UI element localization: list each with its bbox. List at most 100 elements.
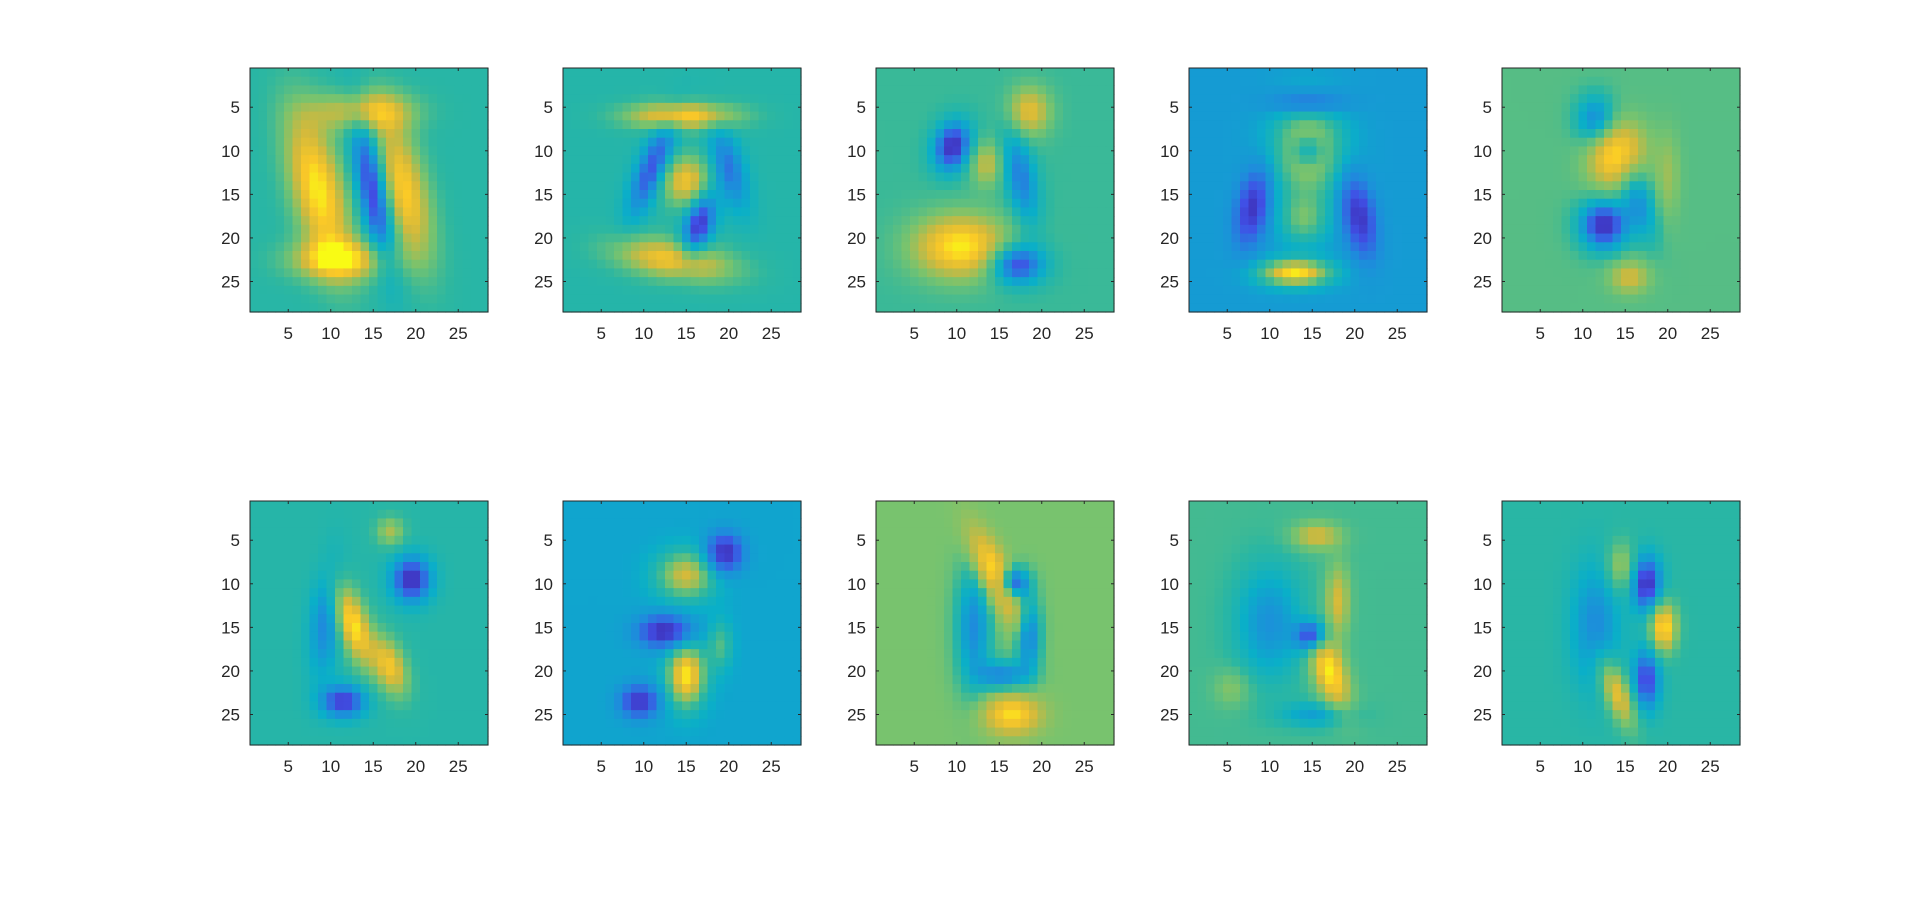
- heatmap-cell: [1265, 259, 1275, 270]
- heatmap-cell: [1510, 242, 1520, 252]
- heatmap-cell: [1638, 102, 1648, 113]
- heatmap-cell: [462, 163, 472, 174]
- heatmap-cell: [876, 294, 886, 304]
- heatmap-cell: [1231, 216, 1241, 226]
- heatmap-cell: [1003, 120, 1013, 130]
- heatmap-cell: [445, 570, 455, 581]
- heatmap-cell: [961, 155, 971, 165]
- heatmap-cell: [403, 224, 413, 235]
- heatmap-cell: [250, 111, 260, 121]
- heatmap-cell: [284, 85, 294, 95]
- heatmap-cell: [1376, 224, 1386, 235]
- heatmap-cell: [471, 684, 481, 694]
- heatmap-cell: [927, 137, 937, 148]
- heatmap-cell: [1629, 68, 1639, 78]
- heatmap-cell: [665, 163, 675, 174]
- heatmap-cell: [479, 527, 489, 537]
- heatmap-cell: [1731, 198, 1741, 209]
- heatmap-cell: [1697, 259, 1707, 270]
- heatmap-cell: [1265, 285, 1275, 296]
- heatmap-cell: [309, 268, 319, 278]
- heatmap-cell: [639, 94, 649, 104]
- heatmap-cell: [445, 285, 455, 296]
- heatmap-cell: [724, 94, 734, 104]
- heatmap-cell: [335, 544, 345, 554]
- heatmap-cell: [1325, 251, 1335, 261]
- heatmap-cell: [1223, 268, 1233, 278]
- heatmap-cell: [656, 259, 666, 270]
- heatmap-cell: [1723, 172, 1733, 182]
- heatmap-cell: [335, 259, 345, 270]
- heatmap-cell: [995, 277, 1005, 287]
- heatmap-cell: [258, 605, 268, 615]
- heatmap-cell: [665, 76, 675, 87]
- heatmap-cell: [326, 614, 336, 624]
- heatmap-cell: [1020, 76, 1030, 87]
- heatmap-cell: [1570, 259, 1580, 270]
- heatmap-cell: [1697, 303, 1707, 313]
- heatmap-cell: [1663, 233, 1673, 243]
- heatmap-cell: [292, 501, 302, 511]
- heatmap-cell: [1629, 233, 1639, 243]
- heatmap-cell: [445, 605, 455, 615]
- heatmap-cell: [335, 579, 345, 589]
- heatmap-cell: [1723, 181, 1733, 191]
- heatmap-cell: [1020, 303, 1030, 313]
- heatmap-cell: [1629, 207, 1639, 217]
- heatmap-cell: [1265, 85, 1275, 95]
- heatmap-cell: [614, 94, 624, 104]
- heatmap-cell: [724, 277, 734, 287]
- heatmap-cell: [1333, 294, 1343, 304]
- heatmap-cell: [411, 207, 421, 217]
- heatmap-cell: [1401, 259, 1411, 270]
- heatmap-cell: [335, 68, 345, 78]
- heatmap-cell: [682, 190, 692, 200]
- heatmap-cell: [588, 259, 598, 270]
- heatmap-cell: [1672, 303, 1682, 313]
- heatmap-cell: [767, 137, 777, 148]
- heatmap-cell: [1020, 277, 1030, 287]
- heatmap-cell: [360, 553, 370, 563]
- heatmap-cell: [1731, 268, 1741, 278]
- heatmap-cell: [944, 68, 954, 78]
- heatmap-cell: [1350, 111, 1360, 121]
- heatmap-cell: [716, 216, 726, 226]
- heatmap-cell: [1080, 303, 1090, 313]
- heatmap-cell: [360, 155, 370, 165]
- heatmap-cell: [631, 294, 641, 304]
- heatmap-cell: [284, 535, 294, 546]
- heatmap-cell: [1604, 68, 1614, 78]
- heatmap-cell: [1282, 224, 1292, 235]
- heatmap-cell: [1054, 68, 1064, 78]
- heatmap-cell: [420, 675, 430, 685]
- heatmap-cell: [369, 527, 379, 537]
- heatmap-cell: [1561, 94, 1571, 104]
- heatmap-cell: [479, 701, 489, 711]
- heatmap-cell: [394, 614, 404, 624]
- heatmap-cell: [1418, 111, 1428, 121]
- heatmap-cell: [454, 251, 464, 261]
- heatmap-cell: [369, 701, 379, 711]
- heatmap-cell: [588, 146, 598, 156]
- heatmap-cell: [631, 242, 641, 252]
- heatmap-cell: [631, 181, 641, 191]
- heatmap-cell: [1536, 76, 1546, 87]
- heatmap-cell: [1350, 181, 1360, 191]
- heatmap-cell: [394, 596, 404, 607]
- heatmap-cell: [690, 509, 700, 520]
- heatmap-cell: [597, 285, 607, 296]
- heatmap-cell: [1282, 242, 1292, 252]
- heatmap-cell: [394, 303, 404, 313]
- heatmap-cell: [1519, 163, 1529, 174]
- heatmap-cell: [360, 605, 370, 615]
- heatmap-cell: [1350, 268, 1360, 278]
- heatmap-cell: [369, 727, 379, 737]
- heatmap-cell: [1502, 268, 1512, 278]
- y-tick-label: 25: [534, 273, 553, 292]
- heatmap-cell: [1689, 216, 1699, 226]
- heatmap-cell: [1621, 163, 1631, 174]
- heatmap-cell: [377, 518, 387, 528]
- heatmap-cell: [707, 76, 717, 87]
- heatmap-cell: [1282, 181, 1292, 191]
- heatmap-cell: [292, 285, 302, 296]
